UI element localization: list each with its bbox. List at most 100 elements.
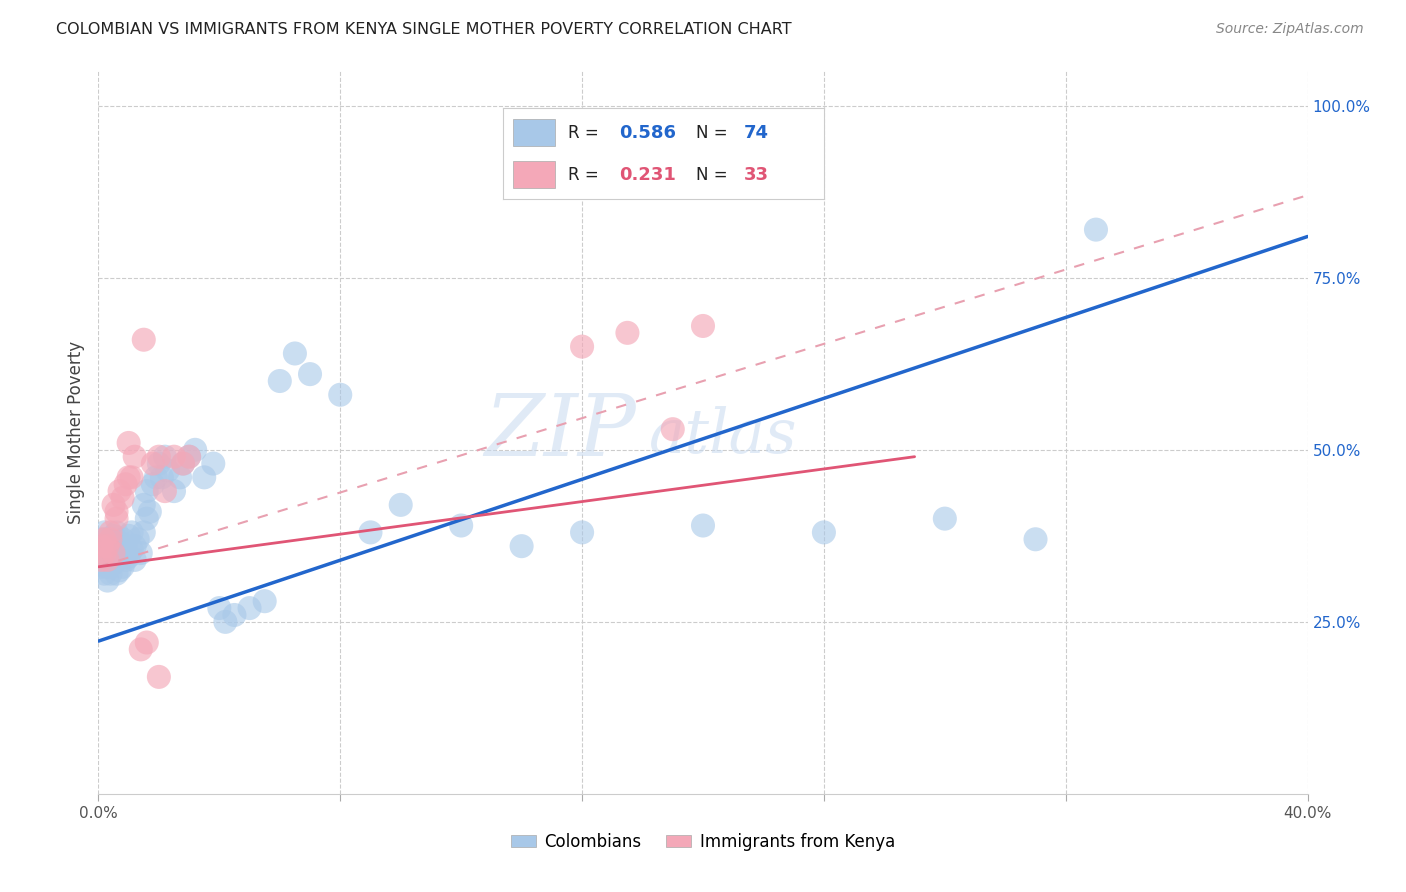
Text: R =: R = <box>568 124 603 142</box>
Point <box>129 546 152 560</box>
Point <box>105 505 128 519</box>
Point <box>148 457 170 471</box>
Text: 33: 33 <box>744 166 769 184</box>
Point <box>121 470 143 484</box>
Point <box>108 484 131 499</box>
Point <box>100 533 122 547</box>
Point <box>202 457 225 471</box>
Point <box>96 574 118 588</box>
Point <box>132 498 155 512</box>
FancyBboxPatch shape <box>513 119 555 146</box>
Text: COLOMBIAN VS IMMIGRANTS FROM KENYA SINGLE MOTHER POVERTY CORRELATION CHART: COLOMBIAN VS IMMIGRANTS FROM KENYA SINGL… <box>56 22 792 37</box>
Point <box>108 535 131 549</box>
Point <box>103 557 125 571</box>
Point <box>93 553 115 567</box>
Point <box>214 615 236 629</box>
Point <box>153 484 176 499</box>
Point <box>100 525 122 540</box>
Text: atlas: atlas <box>648 406 797 467</box>
Point <box>934 511 956 525</box>
Point <box>93 539 115 553</box>
Point <box>139 505 162 519</box>
Point <box>108 563 131 577</box>
Point <box>132 333 155 347</box>
Point <box>571 340 593 354</box>
Text: N =: N = <box>696 166 733 184</box>
Point <box>103 498 125 512</box>
Point <box>135 635 157 649</box>
Point <box>150 470 173 484</box>
Point <box>284 346 307 360</box>
Point <box>124 450 146 464</box>
Point <box>111 533 134 547</box>
Point <box>96 546 118 560</box>
Text: 0.231: 0.231 <box>619 166 676 184</box>
Point <box>224 607 246 622</box>
Point <box>616 326 638 340</box>
Point <box>163 450 186 464</box>
Point <box>118 470 141 484</box>
Point <box>100 539 122 553</box>
Point <box>90 546 112 560</box>
Point <box>661 422 683 436</box>
Legend: Colombians, Immigrants from Kenya: Colombians, Immigrants from Kenya <box>505 827 901 858</box>
Point <box>193 470 215 484</box>
Point <box>1024 533 1046 547</box>
Point <box>253 594 276 608</box>
Text: 74: 74 <box>744 124 769 142</box>
Point <box>153 450 176 464</box>
Point <box>96 553 118 567</box>
Text: N =: N = <box>696 124 733 142</box>
Point <box>105 525 128 540</box>
Point <box>96 559 118 574</box>
Text: 0.586: 0.586 <box>619 124 676 142</box>
Point <box>179 450 201 464</box>
Point <box>111 491 134 505</box>
Point <box>179 450 201 464</box>
Point <box>108 549 131 564</box>
Text: R =: R = <box>568 166 603 184</box>
Point <box>96 533 118 547</box>
Point <box>118 436 141 450</box>
Point <box>172 457 194 471</box>
Point <box>93 533 115 547</box>
Point <box>571 525 593 540</box>
Point <box>96 539 118 553</box>
Point <box>172 457 194 471</box>
Point <box>90 559 112 574</box>
Point <box>169 470 191 484</box>
Point <box>111 559 134 574</box>
Point <box>389 498 412 512</box>
Point <box>93 566 115 581</box>
Point <box>124 539 146 553</box>
Point <box>132 525 155 540</box>
Text: ZIP: ZIP <box>485 392 637 474</box>
Point <box>114 477 136 491</box>
Point <box>269 374 291 388</box>
Point <box>145 470 167 484</box>
Y-axis label: Single Mother Poverty: Single Mother Poverty <box>66 341 84 524</box>
Point <box>1085 222 1108 236</box>
Point <box>299 367 322 381</box>
Point <box>111 546 134 560</box>
Point <box>100 566 122 581</box>
Point <box>103 546 125 560</box>
Point <box>142 457 165 471</box>
Point <box>450 518 472 533</box>
Point <box>121 542 143 557</box>
Point <box>93 525 115 540</box>
Point <box>135 484 157 499</box>
Point <box>184 442 207 457</box>
Point <box>124 553 146 567</box>
Point <box>105 566 128 581</box>
Point <box>90 553 112 567</box>
Point <box>100 553 122 567</box>
Point <box>90 533 112 547</box>
Point <box>121 525 143 540</box>
FancyBboxPatch shape <box>513 161 555 188</box>
Point <box>239 601 262 615</box>
Point <box>692 318 714 333</box>
Point <box>105 539 128 553</box>
Point <box>90 539 112 553</box>
Point <box>118 549 141 564</box>
